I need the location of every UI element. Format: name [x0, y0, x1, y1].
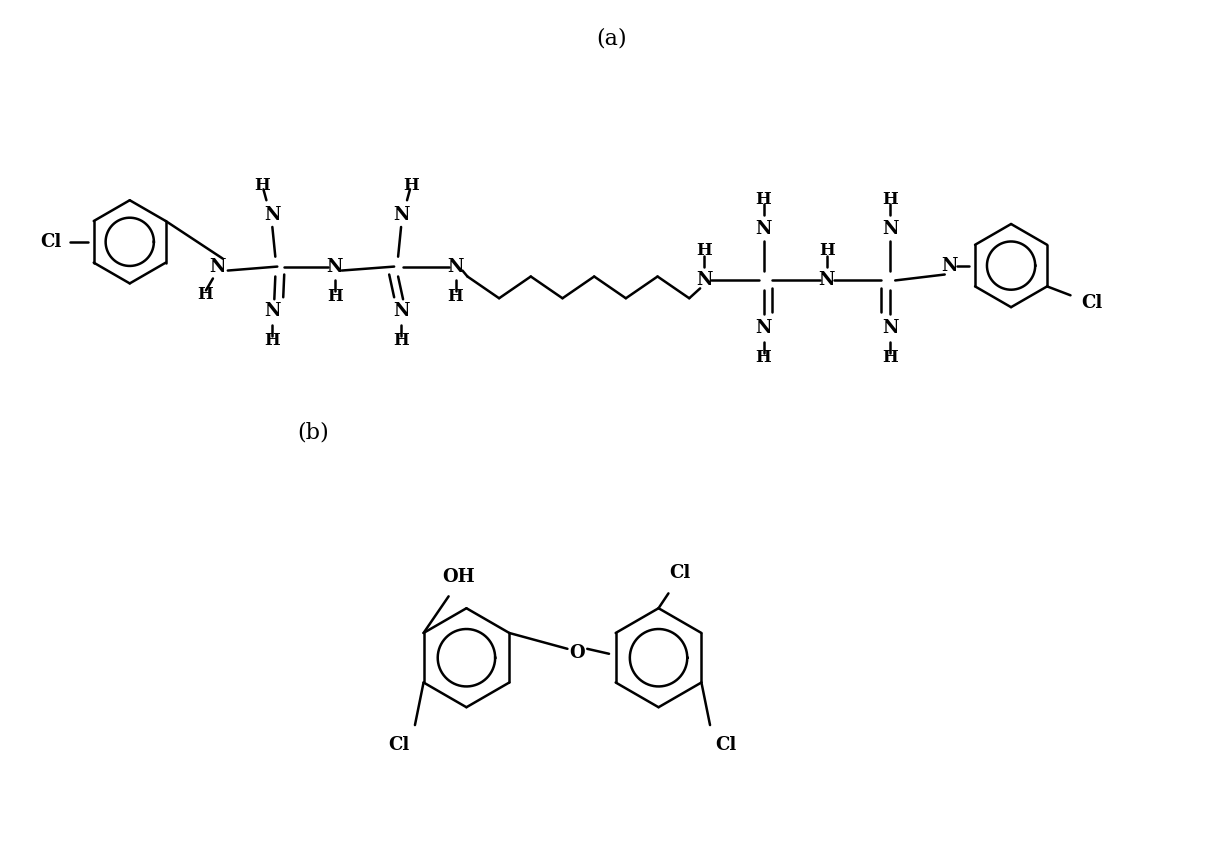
Text: H: H: [696, 242, 712, 259]
Text: H: H: [197, 286, 213, 303]
Text: N: N: [883, 220, 898, 238]
Text: H: H: [448, 288, 464, 304]
Text: OH: OH: [442, 568, 475, 586]
Text: N: N: [819, 271, 835, 290]
Text: Cl: Cl: [1082, 294, 1103, 312]
Text: N: N: [883, 319, 898, 337]
Text: N: N: [447, 257, 464, 275]
Text: N: N: [393, 206, 409, 224]
Text: N: N: [695, 271, 712, 290]
Text: N: N: [209, 257, 226, 275]
Text: N: N: [941, 256, 958, 274]
Text: H: H: [755, 191, 771, 208]
Text: H: H: [403, 177, 419, 194]
Text: N: N: [264, 206, 280, 224]
Text: H: H: [883, 191, 898, 208]
Text: H: H: [255, 177, 271, 194]
Text: Cl: Cl: [40, 233, 61, 251]
Text: (b): (b): [297, 422, 329, 444]
Text: N: N: [755, 220, 772, 238]
Text: N: N: [327, 257, 343, 275]
Text: O: O: [569, 644, 585, 662]
Text: H: H: [264, 333, 280, 350]
Text: N: N: [755, 319, 772, 337]
Text: H: H: [393, 333, 409, 350]
Text: H: H: [755, 349, 771, 366]
Text: H: H: [819, 242, 835, 259]
Text: H: H: [883, 349, 898, 366]
Text: Cl: Cl: [388, 736, 410, 754]
Text: N: N: [393, 302, 409, 320]
Text: Cl: Cl: [670, 563, 692, 581]
Text: (a): (a): [596, 28, 628, 50]
Text: Cl: Cl: [715, 736, 737, 754]
Text: N: N: [264, 302, 280, 320]
Text: H: H: [327, 288, 343, 304]
